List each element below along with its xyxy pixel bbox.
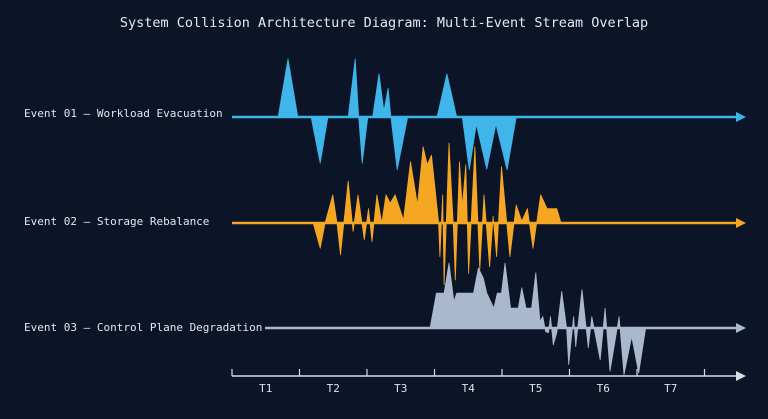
event-2-waveform [312,142,562,286]
time-tick-label-t7: T7 [664,382,677,395]
time-tick-label-t5: T5 [529,382,542,395]
time-tick-label-t4: T4 [462,382,476,395]
time-axis-arrowhead [736,371,746,381]
event-1-arrowhead [736,112,746,122]
time-tick-label-t1: T1 [259,382,272,395]
event-3-arrowhead [736,323,746,333]
event-02-label: Event 02 — Storage Rebalance [24,215,210,228]
event-3-waveform [429,262,647,376]
diagram-title: System Collision Architecture Diagram: M… [119,15,649,31]
event-1-waveform [277,58,517,171]
time-tick-label-t2: T2 [327,382,340,395]
event-01-label: Event 01 — Workload Evacuation [24,107,223,120]
time-tick-label-t6: T6 [597,382,610,395]
event-03-label: Event 03 — Control Plane Degradation [24,321,263,334]
time-tick-label-t3: T3 [394,382,407,395]
event-2-arrowhead [736,218,746,228]
